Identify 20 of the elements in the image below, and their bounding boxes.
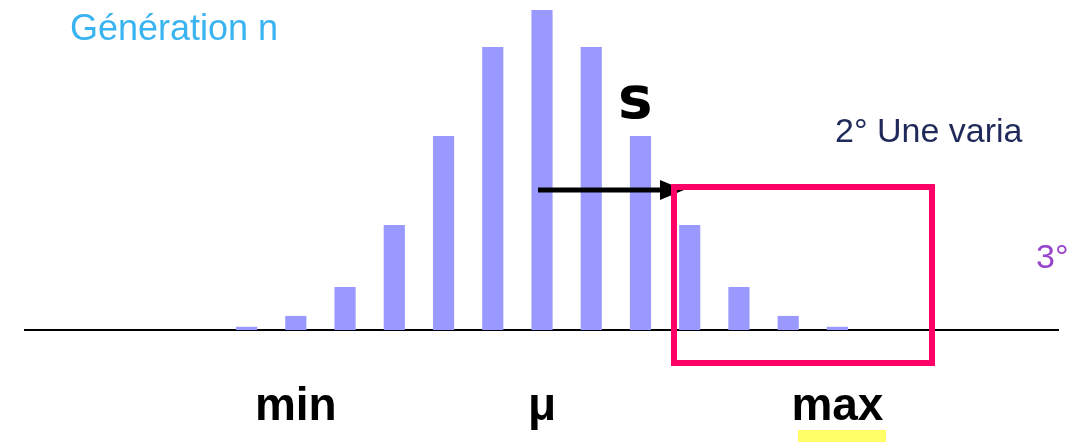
bar — [826, 326, 848, 330]
bar — [285, 315, 307, 330]
bar — [777, 315, 799, 330]
bar — [236, 326, 258, 330]
bar — [531, 10, 553, 330]
x-tick-label: μ — [527, 378, 557, 431]
bar — [679, 225, 701, 330]
bar — [728, 287, 750, 330]
bar — [629, 136, 652, 330]
bar — [580, 47, 602, 330]
annotation: 2° Une varia — [835, 111, 1023, 149]
bar — [334, 287, 356, 330]
annotation: 3° — [1036, 237, 1069, 275]
bar — [432, 136, 455, 330]
bar — [482, 47, 504, 330]
bar — [383, 225, 405, 330]
x-tick-label: max — [791, 378, 884, 431]
x-tick-label: min — [254, 378, 337, 431]
annotation: s — [618, 64, 653, 132]
chart-title: Génération n — [70, 7, 279, 48]
